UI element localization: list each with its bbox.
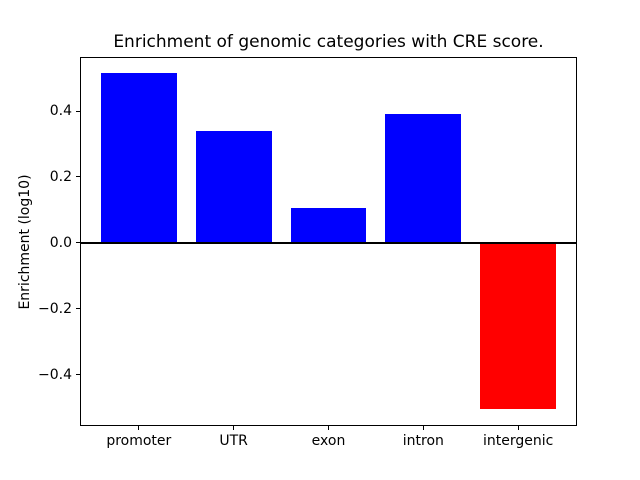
y-tick-mark <box>76 308 80 310</box>
x-tick-mark <box>328 426 329 430</box>
y-tick-mark <box>76 242 80 244</box>
bar-intergenic <box>480 242 557 410</box>
y-tick-mark <box>76 374 80 376</box>
x-tick-label-promoter: promoter <box>106 433 172 449</box>
x-tick-mark <box>138 426 140 430</box>
y-tick-mark <box>76 110 80 112</box>
y-tick-label: −0.2 <box>38 300 72 317</box>
x-tick-label-exon: exon <box>311 433 346 449</box>
x-tick-label-intergenic: intergenic <box>483 433 554 449</box>
bar-exon <box>290 208 367 243</box>
y-tick-label: 0.2 <box>49 168 72 185</box>
x-tick-mark <box>422 426 424 430</box>
chart-title: Enrichment of genomic categories with CR… <box>113 32 544 52</box>
y-tick-label: −0.4 <box>38 366 72 383</box>
y-tick-mark <box>76 176 80 178</box>
y-tick-label: 0.4 <box>49 103 72 120</box>
y-tick-label: 0.0 <box>49 234 72 251</box>
x-tick-mark <box>233 426 235 430</box>
zero-line <box>80 241 577 244</box>
x-tick-mark <box>517 426 519 430</box>
bar-intron <box>385 114 462 243</box>
x-tick-label-intron: intron <box>402 433 444 449</box>
x-tick-label-UTR: UTR <box>219 433 248 449</box>
bar-UTR <box>195 130 272 243</box>
bar-promoter <box>100 73 177 243</box>
